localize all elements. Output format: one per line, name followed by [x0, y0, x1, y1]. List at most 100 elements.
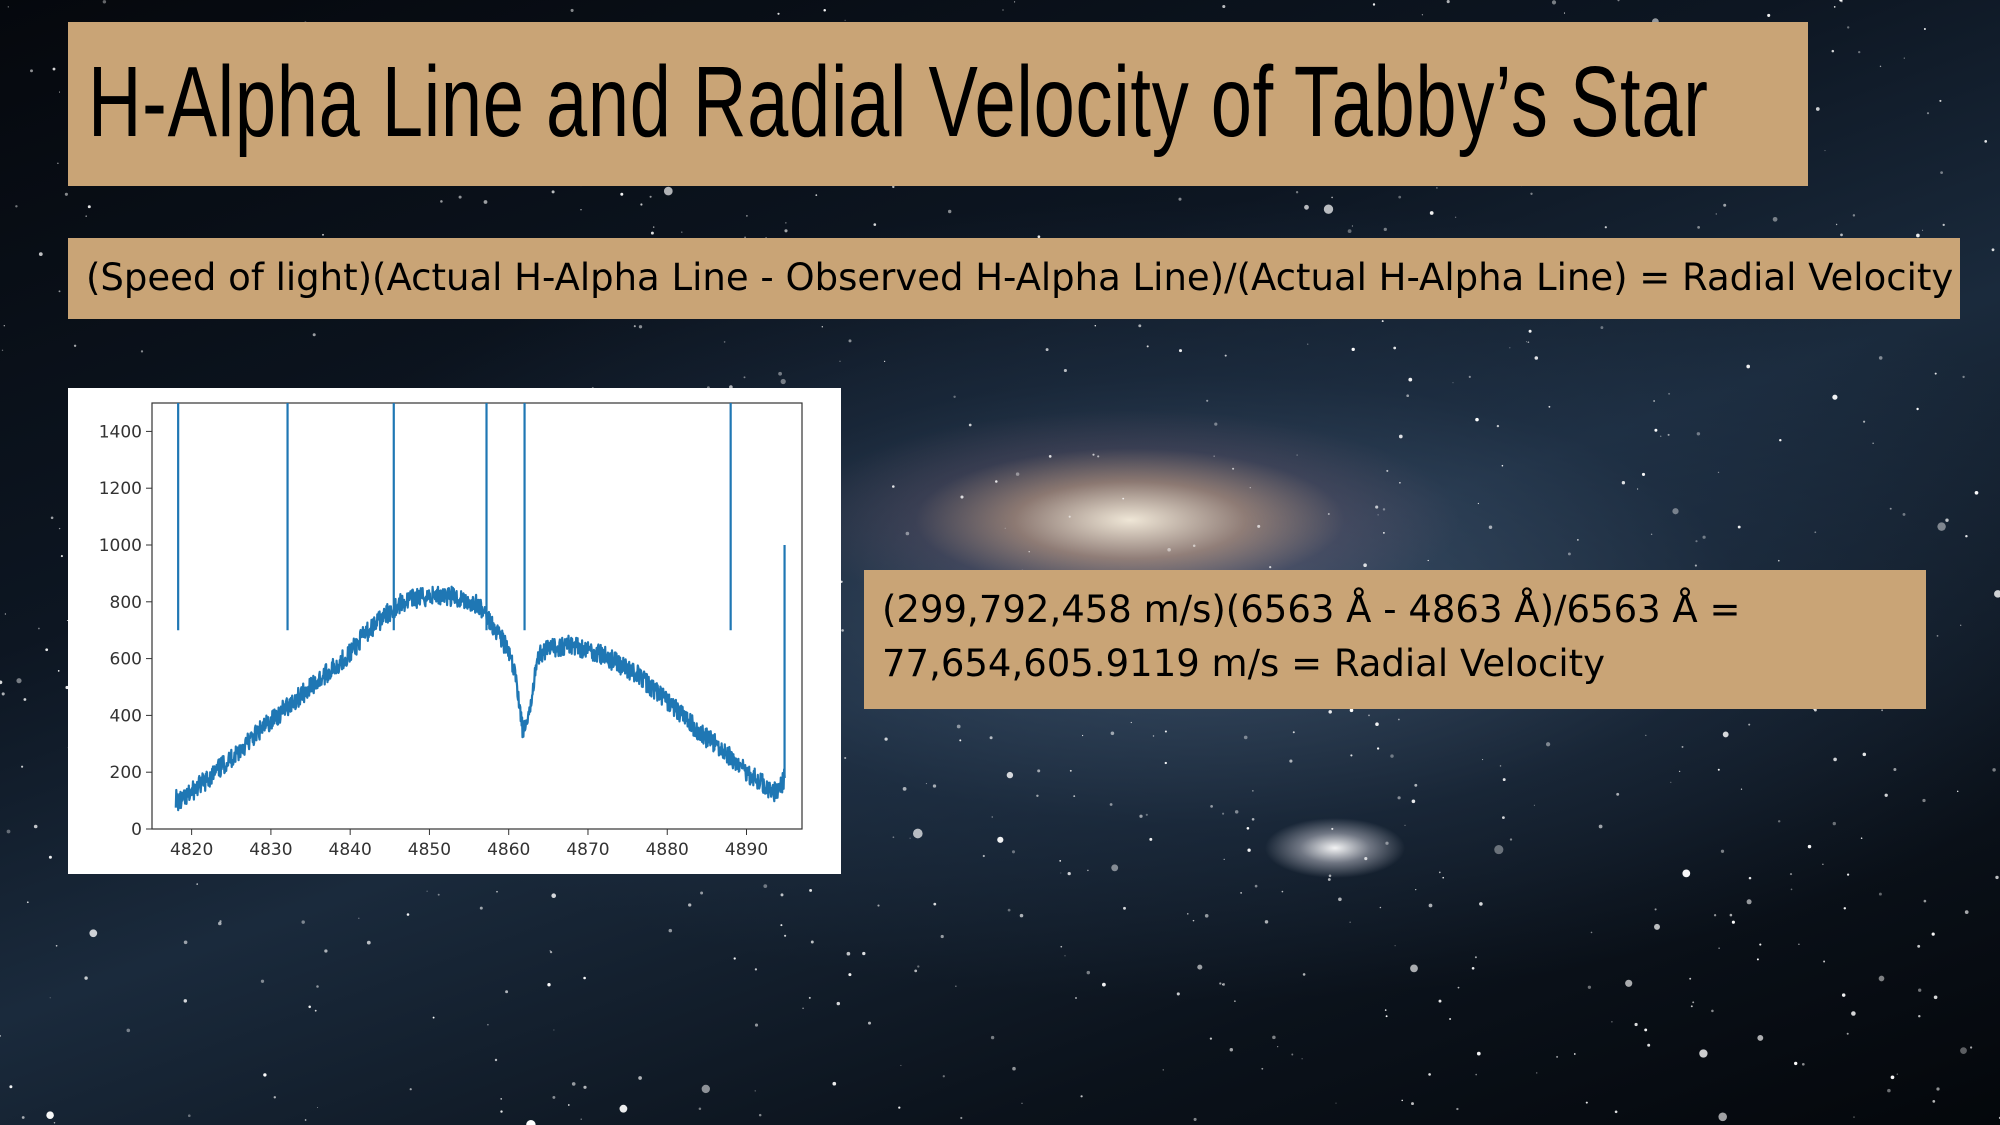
star: [33, 824, 38, 829]
star: [183, 940, 188, 945]
star: [1670, 781, 1672, 783]
star: [1729, 913, 1733, 917]
star: [1381, 320, 1384, 323]
star: [989, 736, 993, 740]
star: [23, 698, 27, 701]
star: [16, 678, 22, 684]
star: [1277, 1046, 1279, 1048]
star: [50, 516, 54, 520]
star: [933, 902, 937, 906]
star: [1192, 919, 1195, 922]
star: [1399, 482, 1401, 484]
star: [1847, 26, 1850, 29]
star: [1302, 973, 1306, 976]
star: [1162, 1069, 1164, 1071]
star: [1014, 1, 1016, 3]
star: [638, 1076, 642, 1080]
star: [1916, 233, 1920, 238]
star: [1102, 982, 1106, 987]
star: [1328, 710, 1332, 714]
star: [1246, 826, 1250, 830]
star: [49, 997, 51, 999]
star: [1249, 487, 1251, 489]
star: [1896, 1073, 1898, 1075]
star: [38, 252, 43, 256]
y-tick-label: 800: [110, 593, 142, 613]
star: [1411, 1102, 1414, 1106]
star: [1037, 769, 1041, 773]
star: [1992, 768, 1996, 772]
radial-velocity-formula: (Speed of light)(Actual H-Alpha Line - O…: [86, 256, 1954, 299]
star: [1841, 993, 1846, 997]
star: [1720, 849, 1725, 853]
star: [1397, 796, 1401, 800]
star: [1923, 28, 1926, 30]
star: [914, 969, 918, 973]
star: [1442, 876, 1445, 879]
star: [1525, 341, 1528, 343]
star: [494, 1058, 498, 1062]
star: [1939, 99, 1942, 102]
star: [1757, 1034, 1764, 1041]
star: [1767, 13, 1771, 17]
star: [1496, 424, 1500, 428]
y-tick-label: 1400: [99, 422, 142, 442]
star: [754, 1023, 759, 1027]
star: [1794, 1061, 1798, 1066]
star: [1475, 1073, 1477, 1076]
star: [1452, 382, 1454, 384]
star: [57, 162, 59, 165]
star: [810, 940, 814, 944]
star: [308, 1005, 311, 1009]
star: [1376, 747, 1380, 750]
star: [909, 837, 911, 839]
star: [1247, 848, 1251, 852]
star: [982, 854, 985, 858]
star: [955, 985, 957, 987]
star: [52, 67, 56, 71]
star: [1349, 921, 1351, 923]
star: [1879, 65, 1882, 68]
star: [38, 627, 40, 630]
star: [46, 1111, 54, 1119]
star: [1295, 191, 1299, 194]
star: [991, 816, 993, 818]
star: [1383, 227, 1387, 232]
star: [1222, 982, 1226, 986]
star: [1789, 873, 1793, 876]
star: [30, 69, 33, 73]
star: [1604, 226, 1607, 229]
star: [1694, 564, 1697, 567]
star: [905, 531, 910, 536]
star: [1264, 920, 1269, 924]
star: [1699, 1049, 1708, 1058]
star: [1995, 875, 1999, 880]
star: [1060, 872, 1062, 874]
star: [1528, 329, 1532, 333]
star: [1073, 795, 1076, 798]
star: [500, 1110, 503, 1113]
star: [1415, 888, 1417, 891]
star: [1474, 956, 1477, 959]
star: [1138, 324, 1142, 328]
star: [1893, 768, 1897, 771]
star: [1109, 803, 1113, 806]
star: [1621, 481, 1626, 485]
star: [580, 209, 582, 211]
star: [1178, 197, 1182, 201]
star: [898, 1106, 901, 1109]
star: [1887, 1088, 1891, 1093]
star: [663, 186, 673, 196]
star: [1840, 233, 1843, 237]
star: [1884, 793, 1888, 797]
star: [1846, 1032, 1849, 1035]
star: [549, 950, 551, 952]
star: [1715, 213, 1718, 215]
star: [551, 893, 557, 899]
star: [1145, 813, 1148, 816]
star: [1862, 752, 1867, 757]
x-tick-label: 4840: [329, 840, 372, 860]
star: [1393, 346, 1397, 350]
star: [583, 1085, 587, 1089]
star: [1036, 794, 1039, 798]
